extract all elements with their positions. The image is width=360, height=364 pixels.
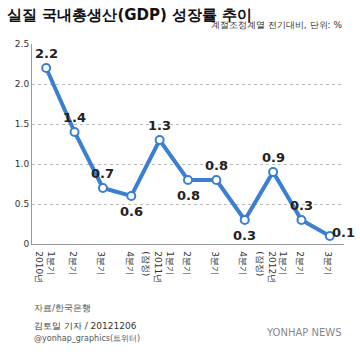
svg-text:YONHAP NEWS: YONHAP NEWS (266, 327, 342, 338)
svg-text:1분기2011년(잠정): 1분기2011년(잠정) (141, 251, 174, 283)
svg-text:3분기: 3분기 (96, 251, 106, 275)
svg-text:1.3: 1.3 (148, 118, 171, 133)
svg-text:1분기2010년: 1분기2010년 (34, 251, 56, 283)
svg-text:3분기: 3분기 (210, 251, 220, 275)
svg-text:2.2: 2.2 (35, 46, 58, 61)
svg-text:1.0: 1.0 (15, 159, 30, 169)
svg-text:4분기: 4분기 (238, 251, 248, 275)
svg-text:계절조정계열 전기대비, 단위: %: 계절조정계열 전기대비, 단위: % (211, 20, 342, 30)
svg-text:2.5: 2.5 (15, 39, 29, 49)
svg-text:1.4: 1.4 (63, 110, 86, 125)
svg-text:0.5: 0.5 (15, 199, 29, 209)
svg-text:자료/한국은행: 자료/한국은행 (34, 303, 91, 313)
svg-text:@yonhap_graphics(트위터): @yonhap_graphics(트위터) (34, 334, 140, 343)
svg-text:0: 0 (23, 239, 29, 249)
svg-text:3분기: 3분기 (323, 251, 333, 275)
svg-text:1분기2012년(잠정): 1분기2012년(잠정) (255, 251, 288, 283)
svg-text:실질 국내총생산(GDP) 성장률 추이: 실질 국내총생산(GDP) 성장률 추이 (7, 6, 252, 24)
svg-text:0.3: 0.3 (233, 228, 256, 243)
svg-text:0.6: 0.6 (120, 204, 143, 219)
svg-text:0.1: 0.1 (332, 225, 355, 240)
svg-text:2.0: 2.0 (15, 79, 30, 89)
svg-text:0.3: 0.3 (290, 198, 313, 213)
svg-text:0.8: 0.8 (177, 188, 200, 203)
svg-text:2분기: 2분기 (295, 251, 305, 275)
svg-text:0.8: 0.8 (205, 158, 228, 173)
svg-text:2분기: 2분기 (68, 251, 78, 275)
svg-text:1.5: 1.5 (15, 119, 29, 129)
svg-text:4분기: 4분기 (125, 251, 135, 275)
svg-text:0.9: 0.9 (262, 150, 285, 165)
svg-text:김토일 기자 / 20121206: 김토일 기자 / 20121206 (34, 321, 137, 331)
svg-text:2분기: 2분기 (182, 251, 192, 275)
svg-text:0.7: 0.7 (91, 166, 114, 181)
